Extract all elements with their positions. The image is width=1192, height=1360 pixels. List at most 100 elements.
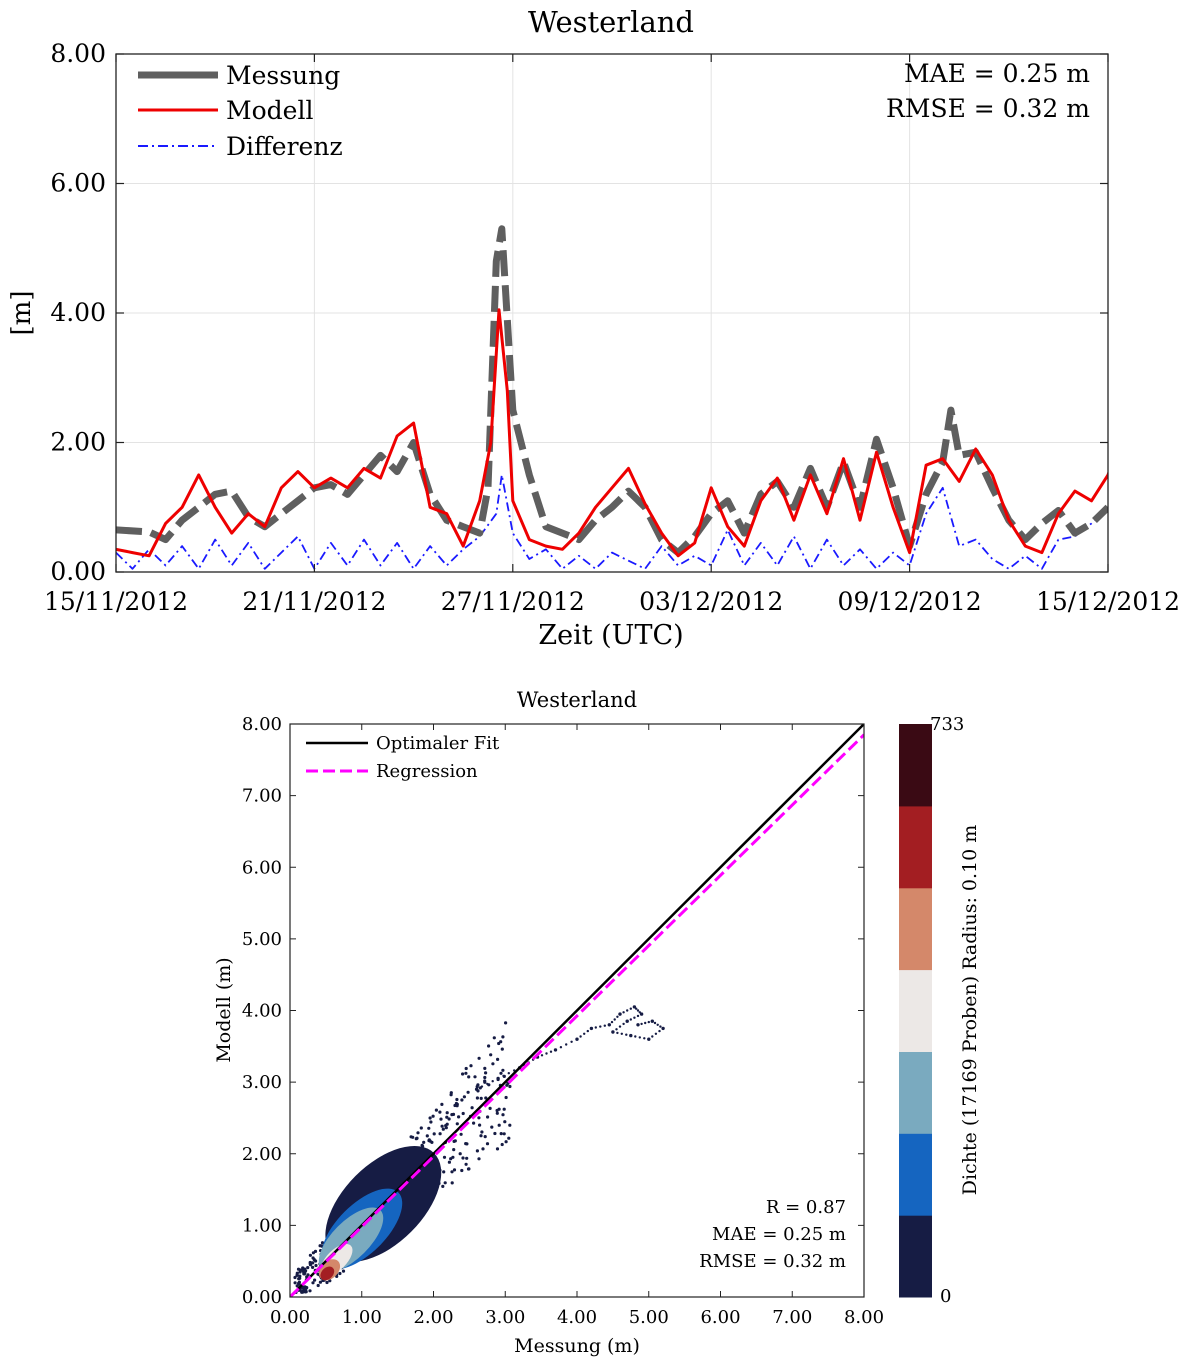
scatter-point	[451, 1112, 456, 1116]
scatter-point	[316, 1283, 320, 1288]
legend-label-modell: Modell	[226, 96, 313, 125]
scatter-point	[449, 1091, 453, 1095]
colorbar-max-label: 733	[930, 714, 964, 735]
scatter-point	[496, 1057, 500, 1061]
scatter-point	[638, 1036, 641, 1039]
scatter-point	[589, 1026, 594, 1031]
legend-label-optimaler-fit: Optimaler Fit	[376, 733, 500, 754]
bottom-x-tick-label: 7.00	[772, 1307, 812, 1328]
top-x-tick-label: 21/11/2012	[242, 587, 386, 616]
scatter-point	[452, 1168, 457, 1172]
scatter-point	[441, 1184, 445, 1188]
scatter-point	[452, 1148, 456, 1152]
colorbar-segment	[899, 1051, 932, 1134]
scatter-point	[319, 1244, 324, 1248]
scatter-point	[311, 1281, 315, 1285]
scatter-point	[297, 1277, 301, 1281]
scatter-point	[303, 1285, 307, 1289]
scatter-point	[306, 1266, 310, 1270]
series-messung-line	[116, 225, 1108, 557]
colorbar-segment	[899, 969, 932, 1052]
scatter-point	[425, 1134, 429, 1138]
bottom-x-axis-label: Messung (m)	[514, 1335, 640, 1357]
scatter-point	[625, 1033, 628, 1036]
scatter-point	[633, 1016, 636, 1019]
scatter-point	[464, 1071, 468, 1075]
scatter-point	[497, 1123, 501, 1127]
scatter-point	[491, 1080, 494, 1083]
scatter-point	[647, 1020, 650, 1024]
bottom-y-axis-label: Modell (m)	[213, 957, 235, 1062]
scatter-point	[504, 1140, 508, 1144]
scatter-point	[416, 1131, 420, 1135]
scatter-point	[661, 1026, 665, 1031]
colorbar-segment	[899, 1215, 932, 1298]
scatter-point	[438, 1110, 442, 1114]
scatter-point	[444, 1124, 448, 1128]
scatter-point	[477, 1116, 481, 1120]
legend-label-differenz: Differenz	[226, 132, 343, 161]
scatter-point	[488, 1106, 492, 1110]
scatter-point	[432, 1132, 436, 1136]
scatter-point	[479, 1096, 483, 1100]
scatter-point	[636, 1014, 640, 1018]
bottom-rmse-annotation: RMSE = 0.32 m	[699, 1251, 846, 1272]
scatter-point	[616, 1015, 619, 1018]
scatter-point	[493, 1131, 497, 1136]
scatter-point	[313, 1249, 318, 1253]
bottom-ticks	[289, 723, 865, 1298]
scatter-point	[502, 1132, 506, 1136]
scatter-point	[636, 1009, 640, 1012]
bottom-y-tick-label: 5.00	[242, 929, 282, 950]
bottom-r-annotation: R = 0.87	[766, 1197, 846, 1218]
scatter-point	[450, 1181, 454, 1185]
scatter-point	[431, 1114, 435, 1118]
bottom-x-tick-label: 1.00	[342, 1307, 382, 1328]
scatter-point	[615, 1028, 618, 1031]
scatter-point	[639, 1012, 644, 1016]
top-legend: Messung Modell Differenz	[138, 61, 343, 161]
scatter-point	[553, 1048, 558, 1052]
scatter-point	[575, 1037, 579, 1041]
bottom-y-tick-label: 4.00	[242, 1001, 282, 1022]
bottom-mae-annotation: MAE = 0.25 m	[712, 1224, 846, 1245]
scatter-point	[428, 1116, 432, 1120]
scatter-point	[439, 1117, 443, 1121]
bottom-title: Westerland	[517, 688, 637, 712]
scatter-point	[341, 1269, 346, 1273]
scatter-point	[473, 1075, 477, 1079]
scatter-point	[298, 1274, 302, 1278]
scatter-point	[455, 1097, 459, 1102]
scatter-point	[325, 1280, 329, 1285]
scatter-point	[465, 1142, 469, 1146]
scatter-point	[486, 1115, 490, 1119]
scatter-point	[458, 1152, 462, 1156]
scatter-point	[480, 1085, 484, 1088]
scatter-point	[632, 1005, 637, 1009]
timeseries-chart: Westerland 0.00 2.00 4.00 6.00 8.00 15/11/20…	[7, 5, 1180, 651]
scatter-point	[455, 1122, 459, 1126]
scatter-point	[492, 1036, 496, 1040]
colorbar-segment	[899, 805, 932, 889]
bottom-y-tick-label: 8.00	[242, 714, 282, 735]
top-y-axis-label: [m]	[7, 291, 37, 336]
scatter-point	[618, 1025, 622, 1028]
scatter-point	[445, 1111, 449, 1115]
scatter-point	[629, 1007, 632, 1010]
scatter-point	[475, 1096, 479, 1100]
scatter-point	[302, 1272, 306, 1276]
scatter-point	[461, 1072, 465, 1076]
scatter-point	[485, 1142, 490, 1146]
scatter-point	[440, 1102, 444, 1106]
scatter-point	[477, 1056, 481, 1060]
colorbar	[899, 724, 932, 1298]
scatter-point	[438, 1132, 442, 1136]
regression-line	[290, 733, 864, 1297]
scatter-point	[328, 1279, 332, 1283]
scatter-point	[579, 1035, 582, 1038]
bottom-x-tick-label: 8.00	[844, 1307, 884, 1328]
scatter-point	[618, 1012, 622, 1016]
scatter-point	[507, 1136, 511, 1140]
scatter-point	[489, 1053, 493, 1057]
scatter-point	[483, 1135, 487, 1139]
